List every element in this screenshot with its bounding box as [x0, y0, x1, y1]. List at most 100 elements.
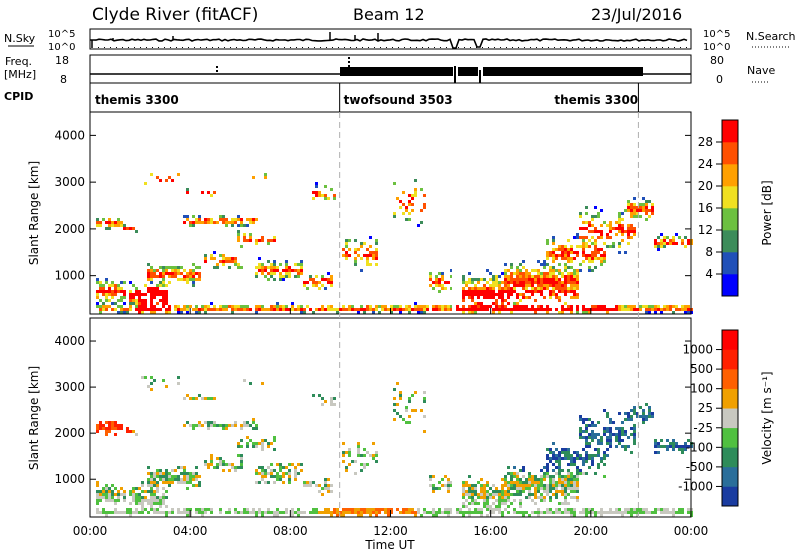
heatmap-cell [570, 508, 573, 511]
heatmap-cell [474, 287, 477, 290]
heatmap-cell [270, 275, 273, 278]
heatmap-cell [456, 508, 459, 511]
heatmap-cell [375, 308, 378, 311]
heatmap-cell [684, 305, 687, 308]
heatmap-cell [135, 308, 138, 311]
heatmap-cell [327, 197, 330, 200]
heatmap-cell [627, 436, 630, 439]
heatmap-cell [159, 475, 162, 478]
heatmap-cell [633, 203, 636, 206]
heatmap-cell [522, 511, 525, 514]
heatmap-cell [318, 511, 321, 514]
heatmap-cell [270, 269, 273, 272]
heatmap-cell [309, 484, 312, 487]
heatmap-cell [345, 466, 348, 469]
heatmap-cell [618, 430, 621, 433]
heatmap-cell [495, 308, 498, 311]
heatmap-cell [117, 224, 120, 227]
heatmap-cell [492, 284, 495, 287]
heatmap-cell [525, 308, 528, 311]
heatmap-cell [123, 496, 126, 499]
heatmap-cell [192, 275, 195, 278]
nsearch-dot [542, 47, 543, 48]
heatmap-cell [279, 511, 282, 514]
heatmap-cell [279, 475, 282, 478]
heatmap-cell [261, 266, 264, 269]
heatmap-cell [192, 278, 195, 281]
heatmap-cell [489, 505, 492, 508]
heatmap-cell [510, 263, 513, 266]
heatmap-cell [360, 308, 363, 311]
heatmap-cell [486, 293, 489, 296]
heatmap-cell [285, 508, 288, 511]
freq-label: Freq. [5, 55, 32, 68]
heatmap-cell [447, 514, 450, 517]
heatmap-cell [639, 305, 642, 308]
heatmap-cell [570, 284, 573, 287]
heatmap-cell [591, 269, 594, 272]
heatmap-cell [156, 475, 159, 478]
heatmap-cell [111, 281, 114, 284]
heatmap-cell [210, 463, 213, 466]
heatmap-cell [420, 188, 423, 191]
heatmap-cell [468, 272, 471, 275]
heatmap-cell [582, 311, 585, 314]
heatmap-cell [354, 308, 357, 311]
heatmap-cell [534, 311, 537, 314]
heatmap-cell [600, 260, 603, 263]
ytick-label: 4000 [54, 334, 85, 348]
heatmap-cell [462, 502, 465, 505]
heatmap-cell [273, 511, 276, 514]
heatmap-cell [480, 293, 483, 296]
heatmap-cell [372, 508, 375, 511]
heatmap-cell [510, 311, 513, 314]
heatmap-cell [501, 287, 504, 290]
heatmap-cell [135, 499, 138, 502]
heatmap-cell [201, 191, 204, 194]
heatmap-cell [264, 439, 267, 442]
heatmap-cell [543, 499, 546, 502]
heatmap-cell [534, 278, 537, 281]
heatmap-cell [279, 308, 282, 311]
heatmap-cell [654, 245, 657, 248]
heatmap-cell [168, 176, 171, 179]
heatmap-cell [393, 388, 396, 391]
heatmap-cell [327, 484, 330, 487]
heatmap-cell [510, 493, 513, 496]
heatmap-cell [153, 269, 156, 272]
heatmap-cell [258, 442, 261, 445]
heatmap-cell [504, 475, 507, 478]
nsearch-dot [272, 47, 273, 48]
heatmap-cell [570, 266, 573, 269]
heatmap-cell [168, 484, 171, 487]
heatmap-cell [375, 511, 378, 514]
heatmap-cell [258, 472, 261, 475]
heatmap-cell [207, 191, 210, 194]
heatmap-cell [651, 212, 654, 215]
heatmap-cell [111, 290, 114, 293]
heatmap-cell [162, 511, 165, 514]
heatmap-cell [609, 430, 612, 433]
heatmap-cell [546, 484, 549, 487]
heatmap-cell [123, 293, 126, 296]
heatmap-cell [105, 427, 108, 430]
heatmap-cell [114, 424, 117, 427]
heatmap-cell [567, 463, 570, 466]
heatmap-cell [537, 305, 540, 308]
heatmap-cell [603, 254, 606, 257]
heatmap-cell [546, 281, 549, 284]
heatmap-cell [318, 394, 321, 397]
heatmap-cell [105, 290, 108, 293]
heatmap-cell [234, 263, 237, 266]
heatmap-cell [411, 194, 414, 197]
heatmap-cell [210, 308, 213, 311]
heatmap-cell [576, 308, 579, 311]
heatmap-cell [666, 308, 669, 311]
heatmap-cell [471, 493, 474, 496]
heatmap-cell [552, 451, 555, 454]
heatmap-cell [477, 502, 480, 505]
heatmap-cell [618, 508, 621, 511]
heatmap-cell [366, 508, 369, 511]
heatmap-cell [357, 511, 360, 514]
heatmap-cell [675, 511, 678, 514]
